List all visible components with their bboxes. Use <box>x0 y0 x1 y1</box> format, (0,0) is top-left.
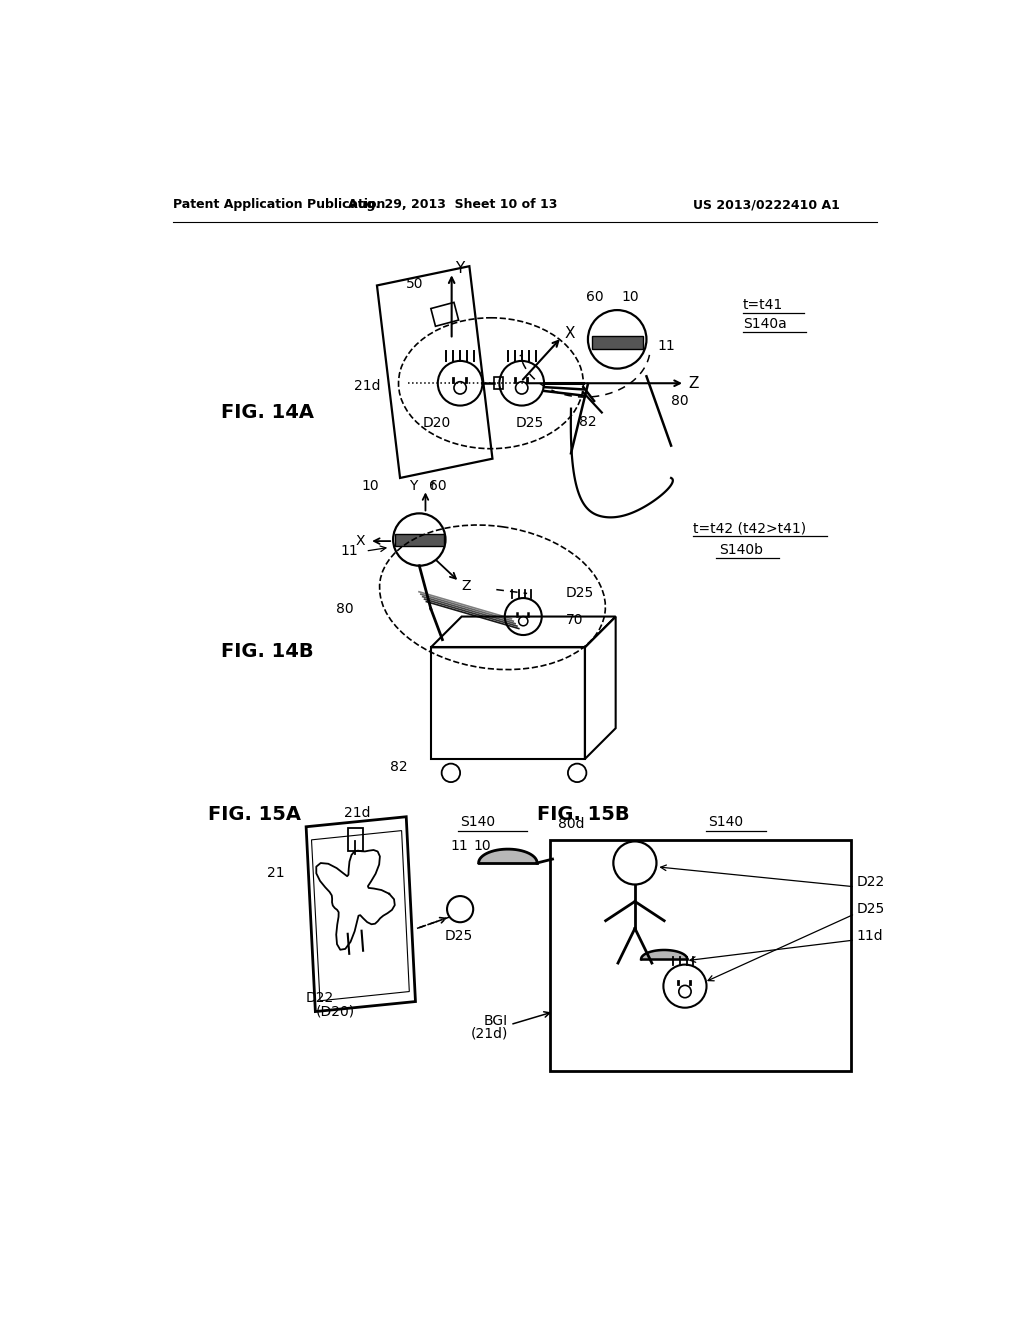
Text: FIG. 15B: FIG. 15B <box>538 805 630 824</box>
Text: D25: D25 <box>515 416 544 430</box>
Text: 60: 60 <box>429 479 446 492</box>
Text: D22: D22 <box>857 875 885 890</box>
Text: Aug. 29, 2013  Sheet 10 of 13: Aug. 29, 2013 Sheet 10 of 13 <box>348 198 557 211</box>
Text: 80d: 80d <box>558 817 585 832</box>
Text: S140: S140 <box>708 816 743 829</box>
Text: S140b: S140b <box>720 543 764 557</box>
Bar <box>550 840 851 1071</box>
Text: 11: 11 <box>657 338 675 352</box>
Text: D22: D22 <box>306 991 335 1005</box>
Text: D25: D25 <box>444 929 473 942</box>
Text: Z: Z <box>688 376 698 391</box>
Text: 11d: 11d <box>857 929 884 942</box>
Text: BGI: BGI <box>483 1014 508 1028</box>
Text: (D20): (D20) <box>315 1005 354 1019</box>
Text: 70: 70 <box>565 614 583 627</box>
Bar <box>394 535 444 546</box>
Text: 82: 82 <box>580 414 597 429</box>
Text: X: X <box>564 326 574 342</box>
Text: ↑: ↑ <box>428 480 437 491</box>
Bar <box>348 829 364 851</box>
Text: FIG. 14A: FIG. 14A <box>221 403 314 422</box>
Bar <box>592 335 643 350</box>
Text: 11: 11 <box>340 544 357 558</box>
Text: D20: D20 <box>423 416 452 430</box>
Text: S140a: S140a <box>742 317 786 331</box>
Text: 21d: 21d <box>344 807 371 820</box>
Text: FIG. 14B: FIG. 14B <box>221 642 314 661</box>
Text: 10: 10 <box>361 479 379 492</box>
Text: (21d): (21d) <box>470 1026 508 1040</box>
Text: 21: 21 <box>267 866 285 880</box>
Text: D25: D25 <box>857 902 885 916</box>
Text: 80: 80 <box>671 393 689 408</box>
Text: Y: Y <box>410 479 418 492</box>
Text: 11: 11 <box>451 840 468 853</box>
Bar <box>494 378 503 389</box>
Bar <box>431 647 585 759</box>
Text: X: X <box>356 535 366 548</box>
Text: S140: S140 <box>460 816 496 829</box>
Text: Z: Z <box>462 578 471 593</box>
Text: t=t42 (t42>t41): t=t42 (t42>t41) <box>692 521 806 535</box>
Text: Y: Y <box>455 261 464 276</box>
Text: US 2013/0222410 A1: US 2013/0222410 A1 <box>692 198 840 211</box>
Text: 50: 50 <box>407 277 424 290</box>
Text: Patent Application Publication: Patent Application Publication <box>173 198 385 211</box>
Text: 60: 60 <box>586 290 603 304</box>
Text: 82: 82 <box>390 760 408 774</box>
Text: 21d: 21d <box>354 379 380 392</box>
Text: D25: D25 <box>565 586 594 601</box>
Text: 80: 80 <box>336 602 354 616</box>
Text: t=t41: t=t41 <box>742 298 783 312</box>
Text: 10: 10 <box>621 290 639 304</box>
Text: 10: 10 <box>473 840 490 853</box>
Text: FIG. 15A: FIG. 15A <box>208 805 301 824</box>
